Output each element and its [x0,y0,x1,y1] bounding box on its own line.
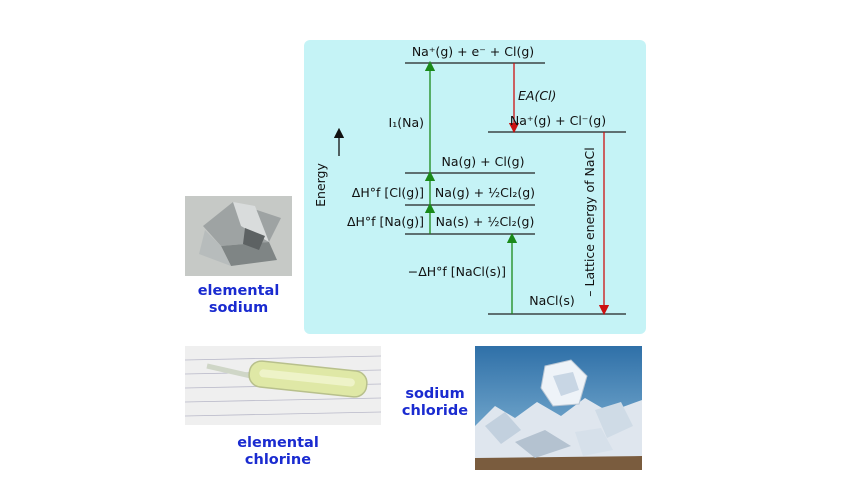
level-top-label: Na⁺(g) + e⁻ + Cl(g) [412,44,534,59]
sodium-caption-line-2: sodium [208,300,269,316]
sodium-caption: elemental sodium [185,283,292,317]
level-elements-label: Na(s) + ½Cl₂(g) [436,214,535,229]
chlorine-caption: elemental chlorine [218,435,338,469]
nacl-caption-line-2: chloride [401,403,469,419]
dhf-na-label: ΔH°f [Na(g)] [347,214,424,229]
nacl-caption-line-1: sodium [405,386,465,402]
chlorine-caption-line-2: chlorine [244,452,312,468]
nacl-photo [475,346,642,470]
energy-axis-label: Energy [313,163,328,207]
level-ions-label: Na⁺(g) + Cl⁻(g) [510,113,606,128]
dhf-cl-label: ΔH°f [Cl(g)] [352,185,424,200]
level-nacl-label: NaCl(s) [529,293,574,308]
lattice-label: – Lattice energy of NaCl [582,147,597,296]
sodium-photo [185,196,292,276]
nacl-caption: sodium chloride [400,386,470,420]
ea-label: EA(Cl) [518,88,556,103]
ionization-label: I₁(Na) [389,115,424,130]
level-na-gas-label: Na(g) + ½Cl₂(g) [435,185,535,200]
chlorine-photo [185,346,381,425]
dhf-nacl-label: −ΔH°f [NaCl(s)] [408,264,506,279]
born-haber-panel [304,40,646,334]
level-atoms-label: Na(g) + Cl(g) [441,154,524,169]
sodium-caption-line-1: elemental [197,283,280,299]
chlorine-caption-line-1: elemental [237,435,319,451]
